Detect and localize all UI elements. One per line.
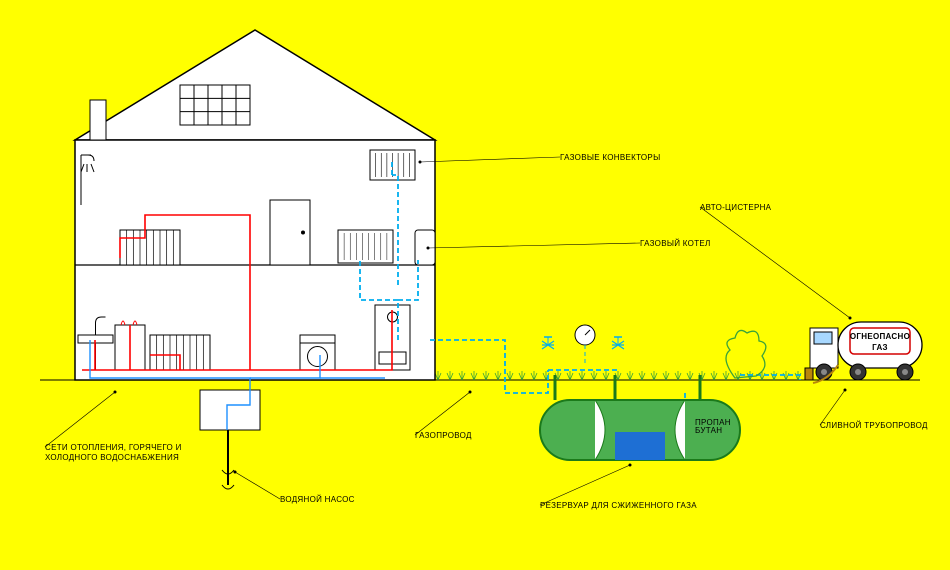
svg-text:ГАЗОВЫЙ КОТЕЛ: ГАЗОВЫЙ КОТЕЛ [640, 239, 711, 248]
svg-text:РЕЗЕРВУАР ДЛЯ СЖИЖЕННОГО ГАЗА: РЕЗЕРВУАР ДЛЯ СЖИЖЕННОГО ГАЗА [540, 501, 697, 510]
svg-text:ГАЗ: ГАЗ [872, 343, 888, 352]
gas-system-diagram: ПРОПАНБУТАНОГНЕОПАСНОГАЗГАЗОВЫЕ КОНВЕКТО… [0, 0, 950, 570]
svg-text:СЕТИ ОТОПЛЕНИЯ, ГОРЯЧЕГО И: СЕТИ ОТОПЛЕНИЯ, ГОРЯЧЕГО И [45, 443, 182, 452]
svg-text:ГАЗОВЫЕ КОНВЕКТОРЫ: ГАЗОВЫЕ КОНВЕКТОРЫ [560, 153, 660, 162]
svg-text:СЛИВНОЙ ТРУБОПРОВОД: СЛИВНОЙ ТРУБОПРОВОД [820, 421, 928, 430]
svg-text:БУТАН: БУТАН [695, 426, 722, 435]
svg-text:ОГНЕОПАСНО: ОГНЕОПАСНО [850, 332, 910, 341]
svg-text:ГАЗОПРОВОД: ГАЗОПРОВОД [415, 431, 472, 440]
svg-text:ХОЛОДНОГО ВОДОСНАБЖЕНИЯ: ХОЛОДНОГО ВОДОСНАБЖЕНИЯ [45, 453, 179, 462]
svg-text:ВОДЯНОЙ НАСОС: ВОДЯНОЙ НАСОС [280, 495, 355, 504]
svg-text:АВТО-ЦИСТЕРНА: АВТО-ЦИСТЕРНА [700, 203, 772, 212]
